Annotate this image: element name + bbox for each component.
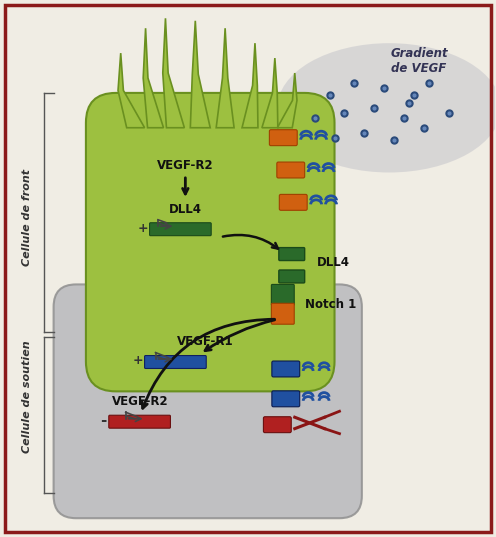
Polygon shape xyxy=(163,18,185,128)
Text: -: - xyxy=(100,413,107,427)
FancyBboxPatch shape xyxy=(279,248,305,260)
FancyBboxPatch shape xyxy=(150,223,211,236)
Text: VEGF-R1: VEGF-R1 xyxy=(177,335,234,348)
FancyBboxPatch shape xyxy=(272,361,300,377)
FancyBboxPatch shape xyxy=(279,270,305,283)
FancyBboxPatch shape xyxy=(86,93,334,391)
Polygon shape xyxy=(190,21,210,128)
Polygon shape xyxy=(143,28,164,128)
FancyBboxPatch shape xyxy=(271,285,294,306)
Ellipse shape xyxy=(277,43,496,172)
Text: VEGF-R2: VEGF-R2 xyxy=(157,158,214,171)
FancyBboxPatch shape xyxy=(271,303,294,324)
Text: Cellule de soutien: Cellule de soutien xyxy=(22,340,32,453)
Text: +: + xyxy=(138,222,148,235)
FancyBboxPatch shape xyxy=(277,162,305,178)
FancyBboxPatch shape xyxy=(54,285,362,518)
FancyBboxPatch shape xyxy=(263,417,291,433)
Text: VEGF-R2: VEGF-R2 xyxy=(112,395,169,408)
Polygon shape xyxy=(262,58,278,128)
Text: Notch 1: Notch 1 xyxy=(305,298,356,311)
Text: DLL4: DLL4 xyxy=(169,204,202,216)
FancyBboxPatch shape xyxy=(109,415,171,428)
Polygon shape xyxy=(216,28,234,128)
Text: DLL4: DLL4 xyxy=(317,256,350,268)
Polygon shape xyxy=(118,53,144,128)
FancyBboxPatch shape xyxy=(144,355,206,368)
FancyBboxPatch shape xyxy=(272,391,300,407)
FancyBboxPatch shape xyxy=(279,194,307,211)
Text: Cellule de front: Cellule de front xyxy=(22,169,32,266)
Text: Gradient
de VEGF: Gradient de VEGF xyxy=(390,47,448,75)
Polygon shape xyxy=(277,73,297,128)
Polygon shape xyxy=(242,43,258,128)
Text: +: + xyxy=(133,354,143,367)
FancyBboxPatch shape xyxy=(269,130,297,146)
